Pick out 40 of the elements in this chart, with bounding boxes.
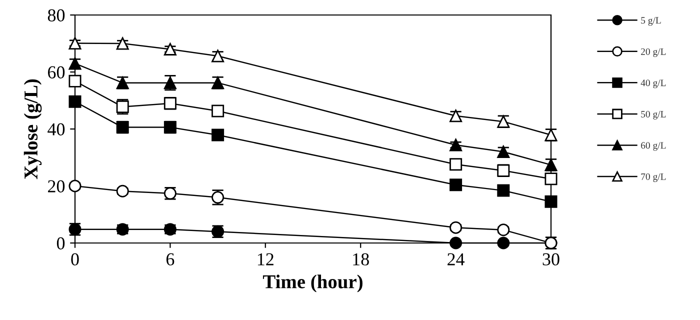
legend-label: 20 g/L: [641, 48, 666, 57]
legend-label: 5 g/L: [641, 17, 661, 26]
x-tick-label: 12: [258, 253, 274, 266]
y-axis-title: Xylose (g/L): [24, 79, 42, 180]
point: [450, 158, 462, 171]
point: [68, 95, 82, 108]
point: [450, 236, 462, 250]
point: [68, 223, 82, 236]
point: [68, 180, 82, 192]
point: [68, 74, 82, 88]
legend-label: 50 g/L: [641, 110, 666, 120]
point: [450, 138, 462, 152]
x-axis-title: Time (hour): [262, 274, 362, 292]
y-tick-label: 20: [48, 180, 65, 192]
point: [164, 42, 176, 56]
point: [212, 128, 224, 142]
y-tick-label: 0: [56, 237, 65, 250]
point: [497, 224, 510, 236]
x-tick-label: 18: [353, 253, 369, 266]
x-tick-label: 6: [166, 253, 174, 266]
x-tick-label: 30: [542, 253, 560, 266]
point: [212, 104, 224, 118]
point: [450, 178, 462, 192]
x-tick-label: 24: [448, 253, 465, 266]
point: [450, 221, 462, 234]
point: [497, 236, 510, 250]
legend-label: 60 g/L: [641, 142, 666, 151]
y-tick-label: 80: [48, 9, 65, 22]
point: [544, 172, 558, 186]
point: [116, 37, 129, 50]
point: [68, 36, 82, 50]
y-tick-label: 60: [48, 66, 65, 78]
y-tick-label: 40: [48, 123, 65, 136]
point: [116, 184, 129, 198]
legend-label: 70 g/L: [641, 173, 666, 182]
legend-label: 40 g/L: [640, 80, 666, 88]
x-tick-label: 0: [71, 253, 79, 266]
point: [497, 184, 510, 197]
point: [544, 195, 558, 208]
point: [68, 57, 82, 70]
